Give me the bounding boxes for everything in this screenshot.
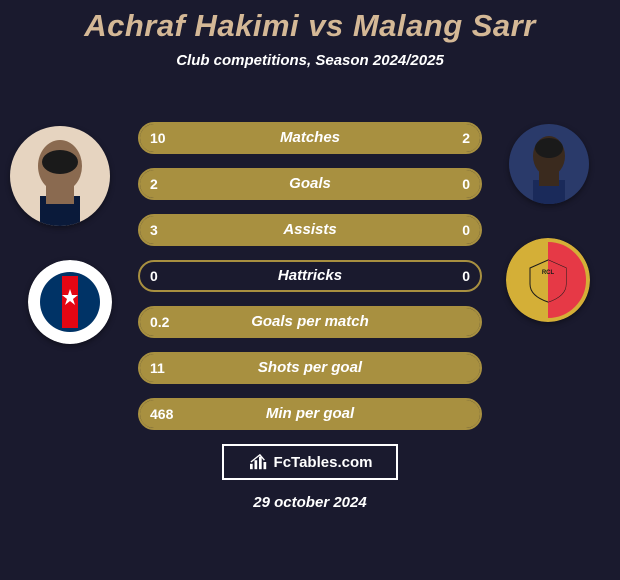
stat-label: Min per goal xyxy=(138,398,482,430)
footer-brand: FcTables.com xyxy=(222,444,398,480)
stat-value-right: 0 xyxy=(462,168,470,200)
stat-label: Assists xyxy=(138,214,482,246)
stat-value-left: 0.2 xyxy=(150,306,169,338)
footer-brand-text: FcTables.com xyxy=(274,454,373,471)
stat-row: Goals per match0.2 xyxy=(138,306,482,338)
player-left-avatar xyxy=(10,126,110,226)
stat-value-left: 11 xyxy=(150,352,165,384)
page-title: Achraf Hakimi vs Malang Sarr xyxy=(0,0,620,44)
stat-rows: Matches102Goals20Assists30Hattricks00Goa… xyxy=(138,122,482,444)
stat-value-right: 2 xyxy=(462,122,470,154)
chart-icon xyxy=(248,453,270,471)
stat-row: Matches10 2 xyxy=(138,122,482,154)
stat-value-left: 3 xyxy=(150,214,158,246)
stat-value-left: 0 xyxy=(150,260,158,292)
player-right-avatar xyxy=(509,124,589,204)
footer-date: 29 october 2024 xyxy=(0,494,620,511)
stat-row: Goals2 0 xyxy=(138,168,482,200)
stat-row: Assists3 0 xyxy=(138,214,482,246)
stat-value-left: 2 xyxy=(150,168,158,200)
club-right-badge: RCL xyxy=(506,238,590,322)
stat-row: Min per goal468 xyxy=(138,398,482,430)
stat-row: Hattricks0 0 xyxy=(138,260,482,292)
club-left-badge xyxy=(28,260,112,344)
stat-value-left: 10 xyxy=(150,122,166,154)
stat-label: Matches xyxy=(138,122,482,154)
stat-row: Shots per goal11 xyxy=(138,352,482,384)
stat-value-left: 468 xyxy=(150,398,173,430)
stat-value-right: 0 xyxy=(462,214,470,246)
stat-label: Shots per goal xyxy=(138,352,482,384)
stat-label: Goals per match xyxy=(138,306,482,338)
subtitle: Club competitions, Season 2024/2025 xyxy=(0,52,620,69)
stat-label: Goals xyxy=(138,168,482,200)
stat-value-right: 0 xyxy=(462,260,470,292)
stat-label: Hattricks xyxy=(138,260,482,292)
svg-text:RCL: RCL xyxy=(542,270,555,276)
